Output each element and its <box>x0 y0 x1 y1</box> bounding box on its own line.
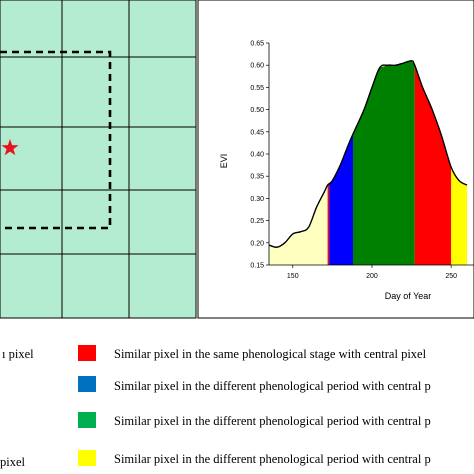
legend-fragment-pixel: pixel <box>0 455 26 469</box>
legend-label-different-period-1: Similar pixel in the different phenologi… <box>114 379 431 393</box>
legend-swatch-green <box>78 412 96 428</box>
x-tick-label: 200 <box>366 273 378 280</box>
x-ticks: 150 200 250 <box>287 265 457 280</box>
x-axis-label: Day of Year <box>385 291 432 301</box>
legend-swatch-yellow <box>78 450 96 466</box>
y-tick-label: 0.65 <box>250 41 264 48</box>
y-tick-label: 0.15 <box>250 263 264 270</box>
evi-chart-panel: 0.15 0.20 0.25 0.30 0.35 0.40 0.45 0.50 0.55 0.60… <box>197 0 474 319</box>
y-tick-label: 0.55 <box>250 85 264 92</box>
area-segment-0 <box>269 185 328 265</box>
area-segment-4 <box>414 65 452 265</box>
y-tick-label: 0.40 <box>250 152 264 159</box>
legend-swatch-red <box>78 345 96 361</box>
legend-fragment-central-pixel: ı pixel <box>2 347 34 361</box>
y-axis-label: EVI <box>219 154 229 169</box>
area-segment-5 <box>451 167 467 265</box>
star-icon <box>1 139 19 156</box>
legend-label-different-period-3: Similar pixel in the different phenologi… <box>114 452 431 466</box>
grid-background <box>0 0 197 319</box>
legend-swatch-blue <box>78 376 96 392</box>
area-segment-2 <box>329 134 353 265</box>
area-fills <box>269 60 467 265</box>
y-ticks: 0.15 0.20 0.25 0.30 0.35 0.40 0.45 0.50 0.55 0.60… <box>250 41 269 270</box>
y-tick-label: 0.30 <box>250 196 264 203</box>
pixel-grid-panel <box>0 0 197 319</box>
y-tick-label: 0.50 <box>250 107 264 114</box>
x-tick-label: 150 <box>287 273 299 280</box>
y-tick-label: 0.20 <box>250 240 264 247</box>
evi-curve <box>268 60 468 248</box>
area-segment-3 <box>353 60 415 265</box>
search-window-boundary <box>0 50 112 230</box>
legend-label-same-stage: Similar pixel in the same phenological s… <box>114 347 427 361</box>
legend: ı pixel pixel Similar pixel in the same … <box>0 345 431 469</box>
x-tick-label: 250 <box>445 273 457 280</box>
area-segment-1 <box>327 183 330 265</box>
y-tick-label: 0.45 <box>250 129 264 136</box>
y-tick-label: 0.35 <box>250 174 264 181</box>
y-tick-label: 0.60 <box>250 63 264 70</box>
grid-lines <box>0 0 196 318</box>
y-tick-label: 0.25 <box>250 218 264 225</box>
legend-label-different-period-2: Similar pixel in the different phenologi… <box>114 414 431 428</box>
